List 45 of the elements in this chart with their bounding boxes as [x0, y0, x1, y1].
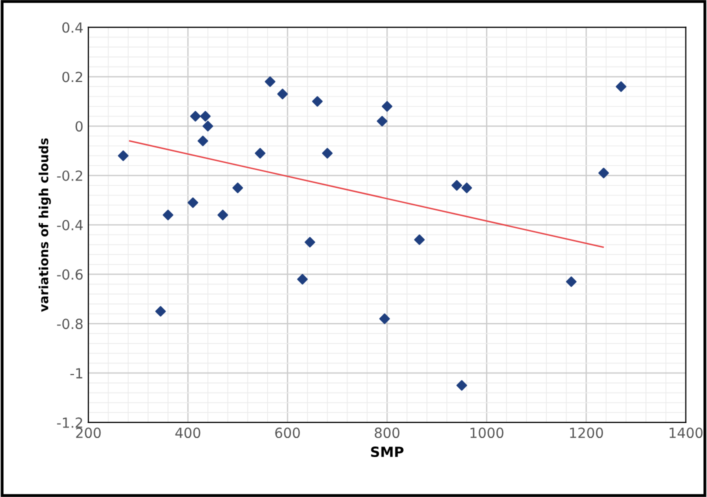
point [414, 234, 425, 246]
y-tick-label: 0.2 [62, 72, 82, 82]
y-axis-title: variations of high clouds [38, 138, 51, 312]
point [202, 120, 214, 132]
point [190, 110, 201, 122]
point [118, 150, 129, 162]
x-tick-label: 200 [76, 428, 101, 438]
point [277, 88, 288, 100]
point [456, 380, 468, 391]
point [376, 116, 388, 126]
point [379, 313, 390, 324]
x-tick-label: 1000 [470, 428, 504, 438]
y-tick-label: -1 [70, 368, 82, 378]
point [297, 274, 308, 285]
x-tick-label: 400 [175, 428, 200, 438]
point [566, 276, 577, 287]
point [188, 197, 198, 208]
y-tick-label: -1.2 [57, 417, 82, 428]
y-tick-label: -0.2 [57, 170, 82, 181]
point [598, 168, 609, 178]
point [264, 76, 276, 87]
point [312, 96, 323, 107]
y-tick-label: 0.4 [62, 22, 83, 33]
y-tick-label: 0 [76, 121, 83, 132]
point [162, 210, 174, 220]
point [304, 236, 316, 248]
point [254, 148, 266, 159]
x-axis-title: SMP [371, 446, 404, 458]
y-tick-label: -0.8 [57, 318, 83, 330]
point [200, 110, 211, 122]
point [232, 182, 244, 194]
point [322, 148, 333, 159]
y-tick-label: -0.6 [57, 269, 83, 280]
point [451, 180, 462, 191]
point [155, 306, 166, 317]
x-tick-label: 1400 [670, 428, 703, 438]
point [382, 101, 392, 112]
x-tick-label: 800 [374, 428, 400, 438]
point [461, 182, 472, 194]
x-tick-label: 1200 [570, 428, 603, 438]
point [616, 81, 626, 92]
point [198, 136, 208, 146]
x-tick-label: 600 [275, 428, 300, 438]
y-tick-label: -0.4 [57, 220, 83, 230]
point [217, 210, 228, 220]
